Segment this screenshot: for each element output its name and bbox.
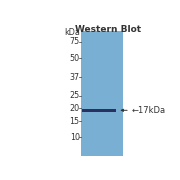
Text: ←17kDa: ←17kDa <box>131 106 165 115</box>
Text: kDa: kDa <box>64 28 80 37</box>
Text: Western Blot: Western Blot <box>75 25 141 34</box>
Bar <box>81 31 123 156</box>
Text: 50: 50 <box>69 54 80 63</box>
Text: 25: 25 <box>69 91 80 100</box>
Text: 75: 75 <box>69 37 80 46</box>
Text: 20: 20 <box>69 104 80 113</box>
Bar <box>82 109 116 112</box>
Text: 10: 10 <box>70 133 80 142</box>
Text: 37: 37 <box>69 73 80 82</box>
Text: 15: 15 <box>69 117 80 126</box>
